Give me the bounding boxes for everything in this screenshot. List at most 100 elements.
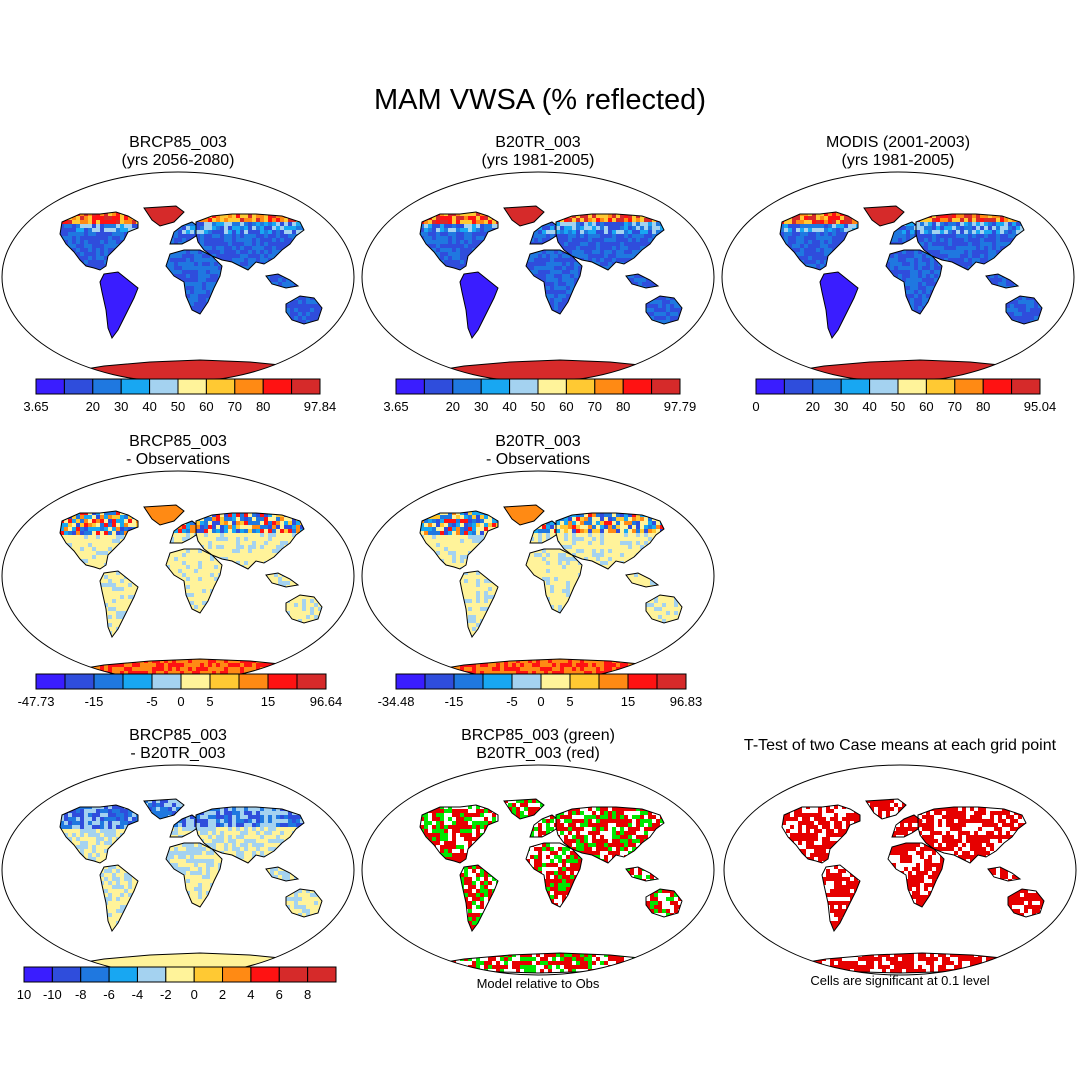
colorbar-swatch <box>511 673 542 690</box>
ocean-background <box>724 765 1076 975</box>
coastline <box>887 842 945 908</box>
coastline <box>59 211 139 271</box>
colorbar-swatch <box>925 378 956 395</box>
coastline <box>625 866 660 882</box>
panel-title: B20TR_003 <box>495 433 581 450</box>
coastline <box>781 804 861 864</box>
coastline <box>265 572 300 588</box>
coastline <box>525 548 583 614</box>
colorbar-swatch <box>93 673 124 690</box>
colorbar-swatch <box>897 378 927 395</box>
colorbar-tick-label: 0 <box>177 694 184 709</box>
colorbar-swatch <box>209 673 240 690</box>
coastline <box>821 864 861 933</box>
colorbar-swatch <box>165 966 195 983</box>
coastline <box>165 842 223 908</box>
colorbar-tick-label: 20 <box>446 399 460 414</box>
map-panel: T-Test of two Case means at each grid po… <box>722 737 1078 987</box>
coastline <box>645 295 683 325</box>
coastline <box>195 213 305 271</box>
colorbar-tick-label: 10 <box>17 987 31 1002</box>
colorbar-tick-label: 60 <box>199 399 213 414</box>
colorbar-swatch <box>755 378 785 395</box>
coastline <box>99 271 139 340</box>
world-map <box>1 764 355 976</box>
colorbar-swatch <box>482 673 513 690</box>
colorbar-swatch <box>23 966 53 983</box>
colorbar-swatch <box>222 966 252 983</box>
coastline <box>525 249 583 315</box>
map-panel: BRCP85_003- Observations <box>0 433 356 683</box>
coastline <box>419 510 499 570</box>
map-border <box>361 764 715 976</box>
coastline <box>625 572 660 588</box>
colorbar-swatch <box>954 378 984 395</box>
coastline <box>59 804 139 864</box>
map-panel: BRCP85_003- B20TR_003 <box>0 727 356 977</box>
map-panel: BRCP85_003 (green) B20TR_003 (red) <box>360 727 716 977</box>
colorbar-tick-label: 96.83 <box>670 694 703 709</box>
colorbar-tick-label: 2 <box>219 987 226 1002</box>
colorbar-swatch <box>540 673 571 690</box>
colorbar-swatch <box>291 378 321 395</box>
colorbar-swatch <box>177 378 207 395</box>
world-map <box>361 764 715 976</box>
coastline <box>865 798 907 820</box>
coastline <box>419 804 499 864</box>
colorbar-tick-label: 20 <box>806 399 820 414</box>
colorbar-tick-label: 80 <box>976 399 990 414</box>
coastline <box>645 888 683 918</box>
colorbar-swatch <box>453 673 484 690</box>
colorbar-tick-label: 3.65 <box>383 399 408 414</box>
coastline <box>285 594 323 624</box>
colorbar-swatch <box>783 378 814 395</box>
model-relative-note: Model relative to Obs <box>476 976 600 991</box>
panel-subtitle: (yrs 1981-2005) <box>481 152 595 169</box>
colorbar-tick-label: 95.04 <box>1024 399 1057 414</box>
colorbar-tick-label: 0 <box>537 694 544 709</box>
panel-title: T-Test of two Case means at each grid po… <box>743 737 1057 754</box>
colorbar-swatch <box>424 673 455 690</box>
colorbar-swatch <box>656 673 687 690</box>
coastline <box>143 504 185 526</box>
colorbar-swatch <box>869 378 899 395</box>
coastline <box>459 864 499 933</box>
colorbar-swatch <box>262 378 293 395</box>
colorbar-tick-label: 50 <box>891 399 905 414</box>
coastline <box>1007 888 1045 918</box>
coastline <box>625 273 660 289</box>
coastline <box>985 273 1020 289</box>
colorbar-swatch <box>80 966 110 983</box>
panel-title: BRCP85_003 <box>129 134 227 151</box>
panel-subtitle: B20TR_003 (red) <box>476 745 600 762</box>
significance-note: Cells are significant at 0.1 level <box>810 973 990 988</box>
coastline <box>863 205 905 227</box>
map-panel: B20TR_003- Observations <box>360 433 716 683</box>
coastline <box>555 806 665 864</box>
colorbar-swatch <box>238 673 269 690</box>
colorbar-tick-label: 70 <box>948 399 962 414</box>
coastline <box>419 211 499 271</box>
colorbar-swatch <box>840 378 871 395</box>
colorbar-swatch <box>296 673 327 690</box>
coastline <box>99 570 139 639</box>
colorbar-tick-label: 80 <box>616 399 630 414</box>
colorbar-tick-label: 3.65 <box>23 399 48 414</box>
panel-title: BRCP85_003 (green) <box>461 727 615 744</box>
world-map <box>1 171 355 383</box>
colorbar-swatch <box>108 966 138 983</box>
colorbar-swatch <box>395 378 425 395</box>
figure-title: MAM VWSA (% reflected) <box>374 84 706 116</box>
coastline <box>459 271 499 340</box>
colorbar-tick-label: 6 <box>276 987 283 1002</box>
colorbar-tick-label: 40 <box>502 399 516 414</box>
colorbar-swatch <box>565 378 596 395</box>
panel-subtitle: (yrs 1981-2005) <box>841 152 955 169</box>
world-map <box>361 171 715 383</box>
colorbar-swatch <box>205 378 236 395</box>
colorbar-tick-label: -5 <box>506 694 518 709</box>
coastline <box>819 271 859 340</box>
coastline <box>917 806 1027 864</box>
colorbar-tick-label: 96.64 <box>310 694 343 709</box>
colorbar-swatch <box>982 378 1013 395</box>
